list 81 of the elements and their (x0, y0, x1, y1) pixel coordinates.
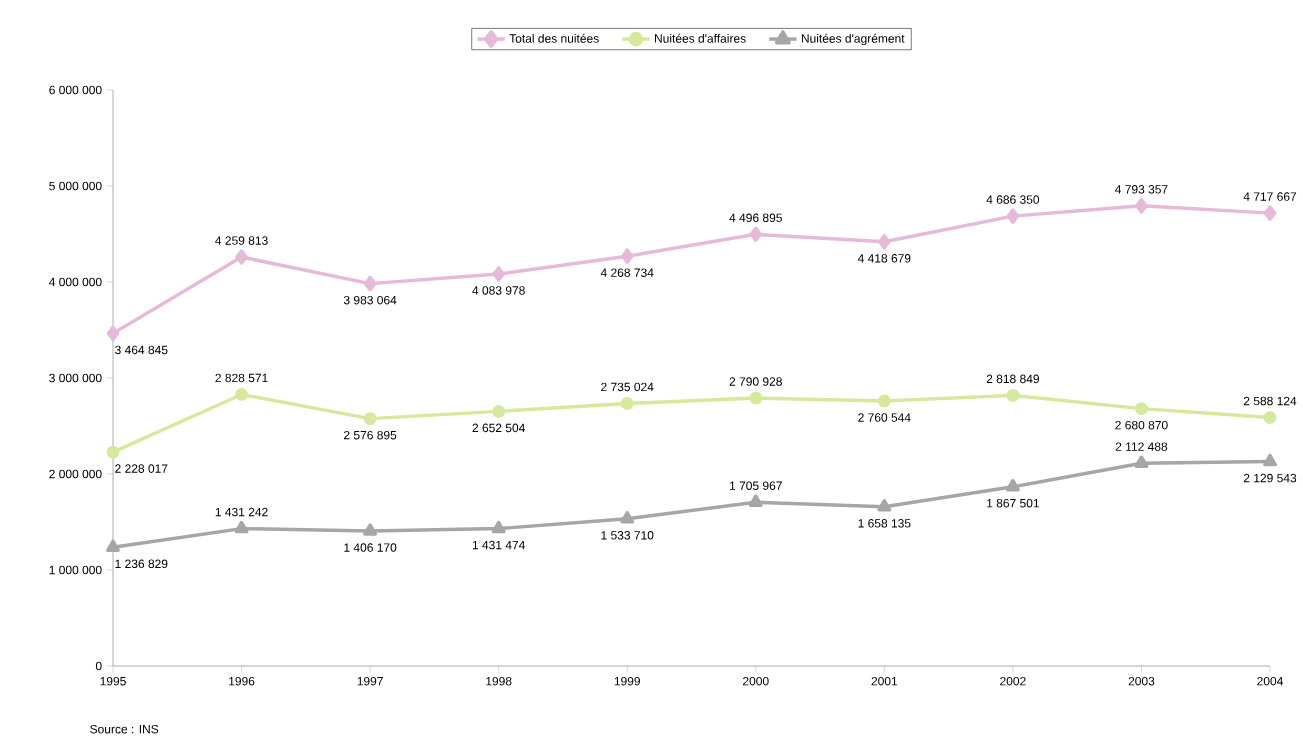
data-label: 4 083 978 (472, 286, 525, 295)
data-label: 2 112 488 (1115, 442, 1168, 451)
data-label: 4 418 679 (857, 254, 911, 263)
x-tick-label: 1996 (229, 676, 255, 686)
data-label: 2 588 124 (1243, 396, 1297, 406)
data-label: 4 686 350 (986, 195, 1040, 204)
data-label: 1 658 135 (858, 519, 911, 528)
point (620, 511, 635, 524)
data-label: 4 496 895 (729, 213, 782, 223)
x-tick-label: 2000 (743, 676, 769, 686)
data-label: 2 652 504 (472, 423, 525, 433)
point (1263, 453, 1277, 467)
point (1135, 402, 1148, 416)
point (363, 412, 377, 426)
point (106, 325, 120, 342)
data-label: 1 431 474 (472, 540, 525, 550)
x-tick-label: 1999 (614, 676, 640, 686)
x-tick-label: 2004 (1257, 676, 1283, 686)
y-tick-label: 6 000 000 (49, 85, 102, 95)
data-label: 1 236 829 (115, 559, 168, 569)
point (620, 248, 634, 264)
y-tick-label: 2 000 000 (49, 469, 102, 479)
point (749, 391, 763, 405)
point (878, 234, 891, 250)
point (1006, 388, 1020, 402)
data-label: 4 793 357 (1115, 185, 1168, 194)
point (1134, 455, 1149, 468)
data-label: 2 790 928 (729, 377, 782, 386)
point (235, 249, 248, 265)
source-note: Source : INS (90, 724, 159, 734)
point (106, 539, 120, 553)
point (877, 499, 892, 512)
data-label: 2 735 024 (601, 382, 654, 392)
point (1263, 205, 1277, 221)
data-label: 2 818 849 (986, 374, 1039, 384)
x-tick-label: 2001 (871, 676, 898, 686)
data-label: 4 268 734 (600, 268, 654, 277)
data-label: 1 867 501 (987, 498, 1039, 508)
point (748, 494, 763, 507)
legend-label: Total des nuitées (509, 33, 599, 43)
point (363, 523, 378, 536)
point (106, 445, 120, 459)
data-label: 2 680 870 (1115, 420, 1168, 430)
data-label: 2 228 017 (115, 464, 168, 473)
x-tick-label: 2002 (1000, 676, 1026, 686)
y-tick-label: 5 000 000 (49, 181, 102, 191)
y-tick-label: 1 000 000 (49, 565, 102, 575)
point (1263, 411, 1277, 424)
point (491, 520, 506, 534)
point (235, 388, 248, 401)
point (492, 404, 506, 418)
point (1135, 198, 1148, 214)
point (492, 266, 505, 282)
point (1006, 208, 1020, 224)
data-label: 1 406 170 (344, 543, 397, 552)
y-tick-label: 3 000 000 (49, 373, 102, 383)
point (234, 520, 249, 534)
data-label: 1 533 710 (601, 531, 654, 540)
point (620, 397, 634, 410)
data-label: 4 259 813 (215, 236, 268, 245)
x-tick-label: 1998 (486, 676, 512, 686)
point (877, 394, 891, 408)
point (749, 226, 763, 243)
y-tick-label: 4 000 000 (49, 277, 102, 287)
data-label: 3 464 845 (115, 345, 168, 355)
data-label: 1 431 242 (215, 507, 268, 517)
legend-label: Nuitées d'affaires (655, 33, 746, 43)
x-tick-label: 1997 (357, 676, 383, 686)
data-label: 2 828 571 (215, 373, 268, 383)
legend-label: Nuitées d'agrément (801, 33, 905, 46)
point (1005, 478, 1020, 492)
y-tick-label: 0 (95, 661, 102, 671)
point (363, 275, 377, 292)
data-label: 2 576 895 (344, 430, 397, 440)
x-tick-label: 1995 (100, 676, 126, 686)
x-tick-label: 2003 (1128, 676, 1155, 686)
data-label: 2 129 543 (1243, 473, 1297, 483)
data-label: 1 705 967 (730, 481, 782, 490)
data-label: 2 760 544 (858, 413, 911, 422)
data-label: 4 717 667 (1243, 192, 1297, 201)
data-label: 3 983 064 (343, 295, 397, 305)
